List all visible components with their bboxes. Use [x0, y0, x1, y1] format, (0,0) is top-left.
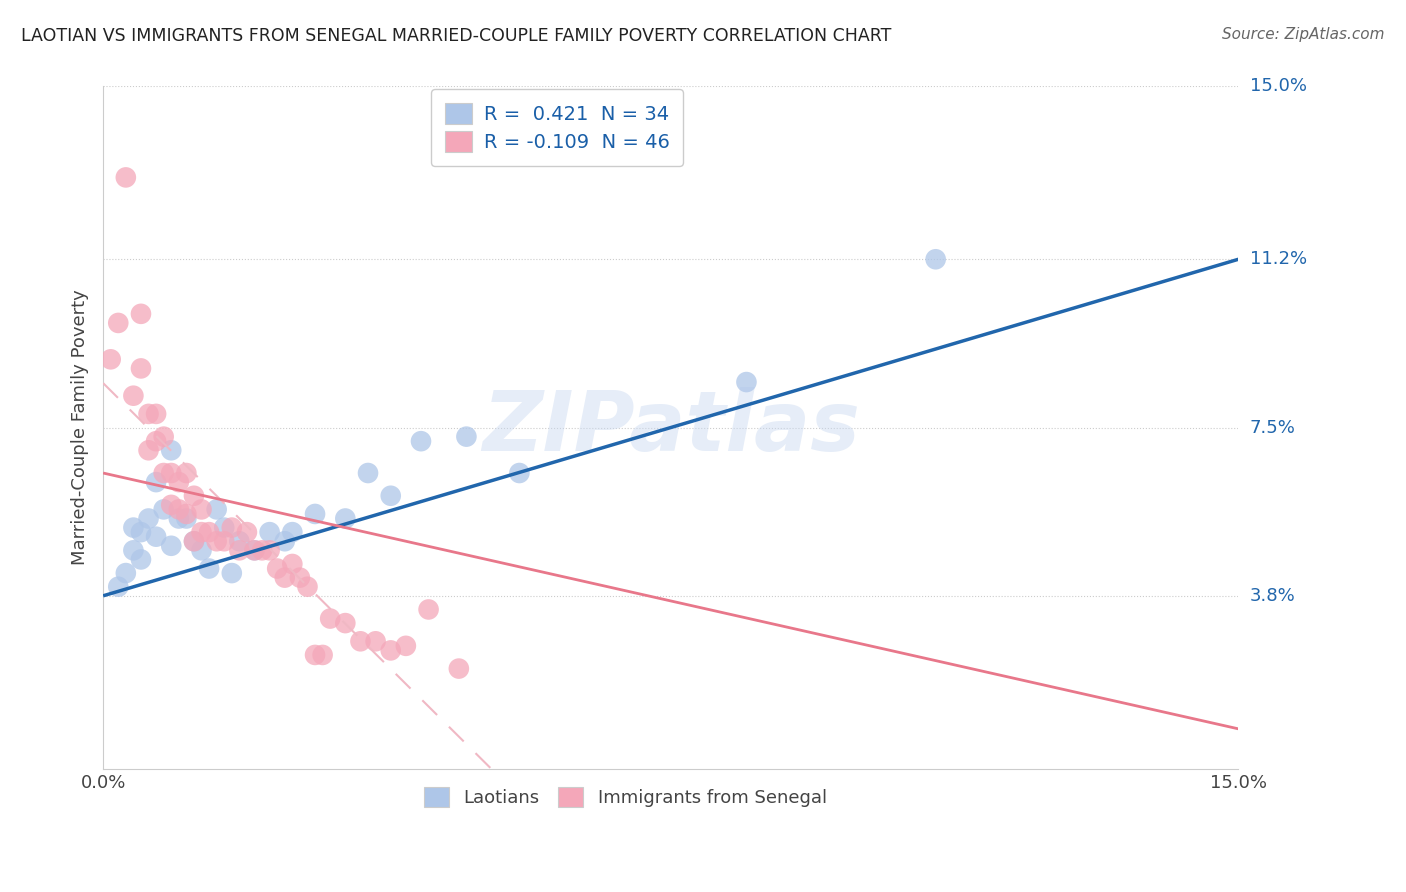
Point [183, 534, 205, 549]
Point [304, 507, 326, 521]
Point [311, 648, 333, 662]
Point [176, 511, 198, 525]
Point [349, 634, 371, 648]
Point [183, 489, 205, 503]
Point [319, 611, 342, 625]
Point [190, 543, 212, 558]
Point [198, 525, 221, 540]
Text: LAOTIAN VS IMMIGRANTS FROM SENEGAL MARRIED-COUPLE FAMILY POVERTY CORRELATION CHA: LAOTIAN VS IMMIGRANTS FROM SENEGAL MARRI… [21, 27, 891, 45]
Point [190, 525, 212, 540]
Point [145, 434, 167, 449]
Point [152, 502, 174, 516]
Point [266, 561, 288, 575]
Point [167, 502, 190, 516]
Point [236, 525, 259, 540]
Y-axis label: Married-Couple Family Poverty: Married-Couple Family Poverty [72, 290, 89, 566]
Legend: Laotians, Immigrants from Senegal: Laotians, Immigrants from Senegal [416, 780, 834, 814]
Point [357, 466, 380, 480]
Point [395, 639, 418, 653]
Point [297, 580, 319, 594]
Point [924, 252, 946, 267]
Point [274, 534, 297, 549]
Point [176, 466, 198, 480]
Point [335, 616, 357, 631]
Point [122, 520, 145, 534]
Point [190, 502, 212, 516]
Point [129, 361, 152, 376]
Point [114, 170, 136, 185]
Point [100, 352, 122, 367]
Point [160, 498, 183, 512]
Point [167, 475, 190, 489]
Point [380, 489, 402, 503]
Point [221, 566, 243, 580]
Point [198, 561, 221, 575]
Point [145, 475, 167, 489]
Point [138, 511, 160, 525]
Point [107, 316, 129, 330]
Point [418, 602, 440, 616]
Point [281, 557, 304, 571]
Point [167, 511, 190, 525]
Point [250, 543, 273, 558]
Point [447, 662, 470, 676]
Point [259, 525, 281, 540]
Point [335, 511, 357, 525]
Point [160, 443, 183, 458]
Point [281, 525, 304, 540]
Point [364, 634, 387, 648]
Point [243, 543, 266, 558]
Point [243, 543, 266, 558]
Point [114, 566, 136, 580]
Point [228, 534, 250, 549]
Point [152, 466, 174, 480]
Point [735, 375, 758, 389]
Point [138, 443, 160, 458]
Point [508, 466, 530, 480]
Point [152, 430, 174, 444]
Point [259, 543, 281, 558]
Point [107, 580, 129, 594]
Point [274, 571, 297, 585]
Point [160, 466, 183, 480]
Point [212, 534, 235, 549]
Point [288, 571, 311, 585]
Point [205, 534, 228, 549]
Point [122, 389, 145, 403]
Point [138, 407, 160, 421]
Point [304, 648, 326, 662]
Point [212, 520, 235, 534]
Text: 3.8%: 3.8% [1250, 587, 1295, 605]
Point [145, 407, 167, 421]
Text: 7.5%: 7.5% [1250, 418, 1295, 436]
Point [456, 430, 478, 444]
Point [160, 539, 183, 553]
Point [380, 643, 402, 657]
Point [228, 543, 250, 558]
Point [205, 502, 228, 516]
Text: ZIPatlas: ZIPatlas [482, 387, 859, 468]
Point [183, 534, 205, 549]
Text: 15.0%: 15.0% [1250, 78, 1306, 95]
Point [122, 543, 145, 558]
Point [176, 507, 198, 521]
Point [129, 552, 152, 566]
Point [129, 525, 152, 540]
Point [145, 530, 167, 544]
Point [129, 307, 152, 321]
Point [409, 434, 432, 449]
Text: 11.2%: 11.2% [1250, 251, 1306, 268]
Point [221, 520, 243, 534]
Text: Source: ZipAtlas.com: Source: ZipAtlas.com [1222, 27, 1385, 42]
